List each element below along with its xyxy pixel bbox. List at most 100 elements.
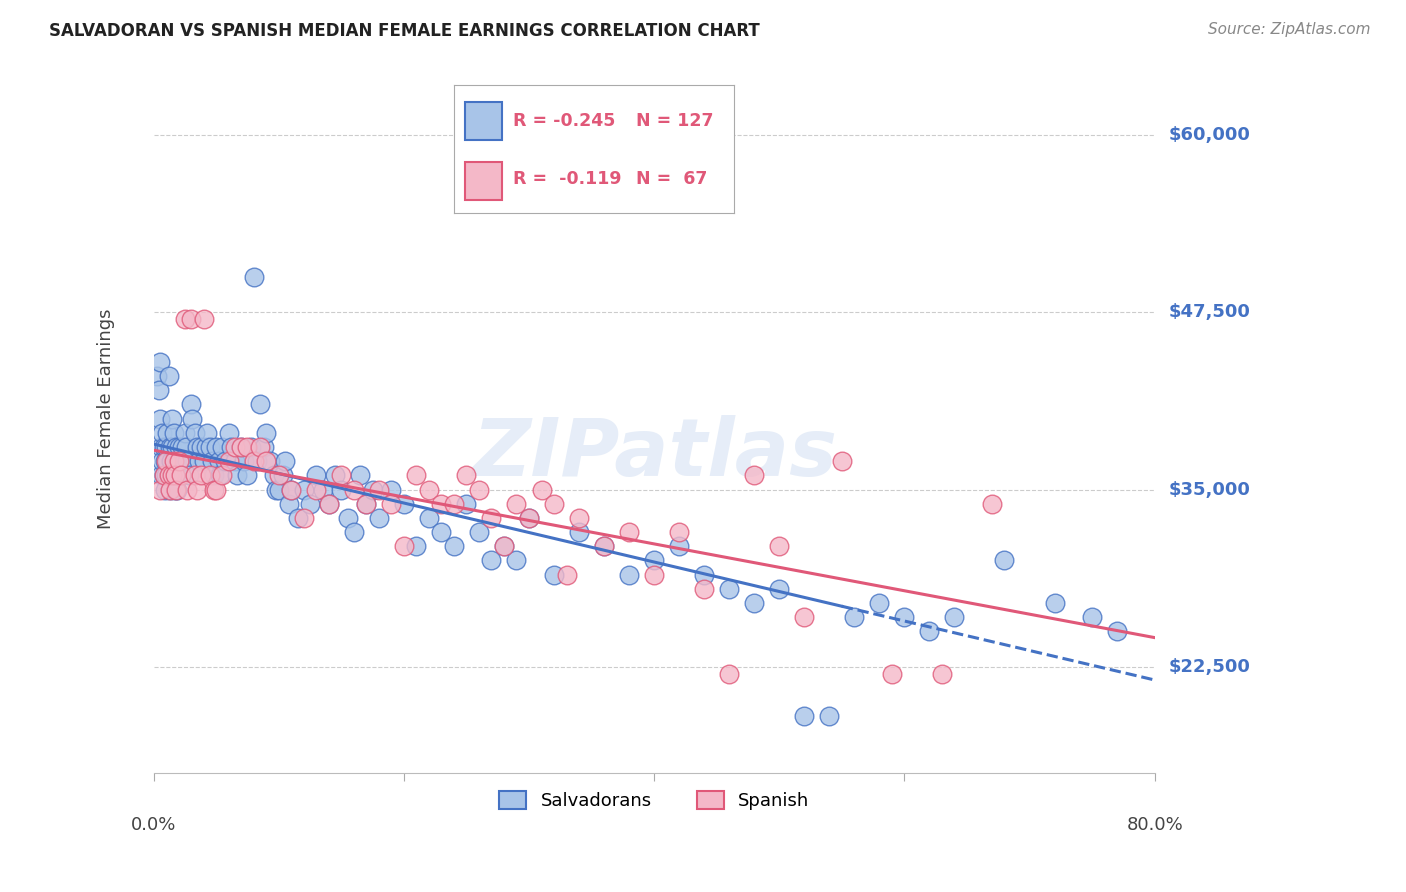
Point: [517, 511, 540, 525]
Point: [165, 440, 187, 454]
Point: [271, 468, 294, 483]
Point: [174, 312, 197, 326]
Point: [149, 483, 172, 497]
Point: [793, 610, 815, 624]
Text: ZIPatlas: ZIPatlas: [471, 415, 837, 493]
Point: [167, 454, 190, 468]
Point: [643, 567, 665, 582]
Point: [176, 454, 198, 468]
Point: [150, 454, 173, 468]
Point: [174, 425, 197, 440]
Point: [198, 468, 221, 483]
Text: $35,000: $35,000: [1168, 481, 1250, 499]
Point: [280, 483, 302, 497]
Point: [157, 369, 180, 384]
Point: [893, 610, 915, 624]
Point: [443, 497, 465, 511]
Point: [254, 425, 277, 440]
Point: [280, 483, 302, 497]
Point: [568, 525, 591, 540]
Point: [240, 440, 263, 454]
Point: [211, 440, 233, 454]
Point: [184, 425, 207, 440]
Point: [330, 483, 353, 497]
Point: [146, 369, 169, 384]
Point: [1043, 596, 1066, 610]
Point: [201, 454, 224, 468]
Point: [380, 483, 402, 497]
Point: [468, 525, 491, 540]
Point: [242, 454, 264, 468]
Point: [224, 454, 246, 468]
Point: [167, 440, 190, 454]
Point: [555, 567, 578, 582]
Point: [198, 440, 221, 454]
Point: [152, 468, 174, 483]
Point: [768, 539, 790, 553]
Point: [543, 567, 565, 582]
Point: [172, 440, 194, 454]
Point: [177, 468, 200, 483]
Point: [163, 454, 186, 468]
Point: [150, 425, 173, 440]
Point: [617, 567, 640, 582]
Point: [169, 454, 191, 468]
Point: [267, 483, 290, 497]
Text: $60,000: $60,000: [1168, 126, 1250, 144]
Point: [242, 269, 264, 284]
Point: [443, 539, 465, 553]
Point: [159, 483, 181, 497]
Point: [155, 454, 177, 468]
Point: [163, 468, 186, 483]
Point: [208, 468, 231, 483]
Point: [190, 440, 212, 454]
Point: [356, 497, 378, 511]
Point: [318, 497, 340, 511]
Point: [543, 497, 565, 511]
Point: [768, 582, 790, 596]
Point: [356, 497, 378, 511]
Point: [181, 411, 204, 425]
Point: [367, 511, 389, 525]
Point: [492, 539, 515, 553]
Point: [456, 497, 478, 511]
Point: [367, 483, 389, 497]
Point: [880, 667, 903, 681]
Point: [163, 468, 186, 483]
Point: [693, 567, 716, 582]
Text: 0.0%: 0.0%: [131, 816, 176, 834]
Point: [152, 468, 174, 483]
Point: [167, 468, 190, 483]
Text: SALVADORAN VS SPANISH MEDIAN FEMALE EARNINGS CORRELATION CHART: SALVADORAN VS SPANISH MEDIAN FEMALE EARN…: [49, 22, 761, 40]
Point: [343, 483, 366, 497]
Point: [148, 384, 170, 398]
Point: [149, 355, 172, 369]
Point: [162, 468, 184, 483]
Point: [292, 511, 315, 525]
Point: [150, 468, 173, 483]
Point: [162, 440, 184, 454]
Point: [517, 511, 540, 525]
Point: [318, 497, 340, 511]
Point: [1081, 610, 1104, 624]
Point: [481, 511, 503, 525]
Point: [530, 483, 553, 497]
Point: [593, 539, 616, 553]
Point: [643, 553, 665, 567]
Point: [292, 483, 315, 497]
Point: [456, 468, 478, 483]
Point: [208, 454, 231, 468]
Point: [311, 483, 333, 497]
Point: [160, 454, 183, 468]
Point: [481, 553, 503, 567]
Point: [259, 454, 281, 468]
Point: [943, 610, 966, 624]
Point: [430, 525, 453, 540]
Point: [160, 468, 183, 483]
Point: [305, 468, 328, 483]
Point: [274, 454, 297, 468]
Point: [166, 454, 188, 468]
Point: [211, 468, 233, 483]
Point: [818, 709, 841, 723]
Text: Source: ZipAtlas.com: Source: ZipAtlas.com: [1208, 22, 1371, 37]
